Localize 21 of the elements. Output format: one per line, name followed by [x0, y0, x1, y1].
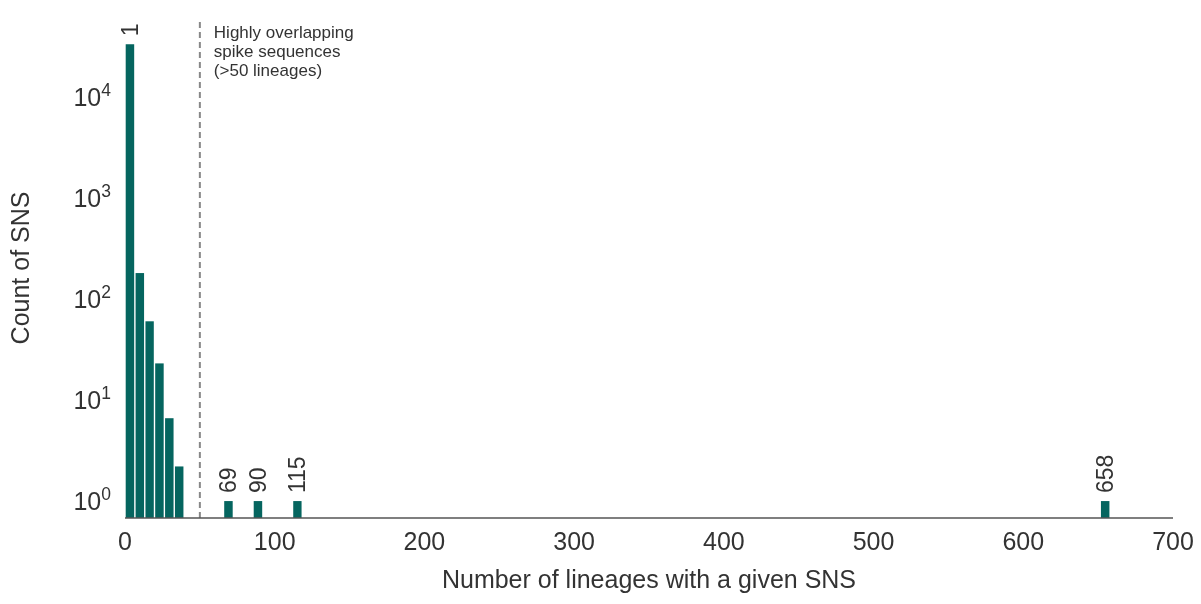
y-tick-label: 10$^{3}$ [73, 180, 111, 212]
x-tick-label: 600 [1002, 527, 1045, 555]
annotation: 115 [284, 456, 311, 494]
x-tick-label: 300 [553, 527, 595, 555]
y-tick-label: 10$^{4}$ [73, 79, 112, 111]
annotation: 1 [116, 23, 143, 37]
annotation: 69 [215, 467, 242, 494]
x-axis-title: Number of lineages with a given SNS [441, 565, 857, 593]
x-tick-label: 500 [852, 527, 895, 555]
x-tick-label: 400 [703, 527, 745, 555]
y-tick-label: 10$^{1}$ [73, 382, 111, 414]
annotation: 658 [1092, 454, 1119, 494]
y-axis-title: Count of SNS [5, 191, 34, 345]
annotation: 90 [244, 467, 271, 494]
ref-line-label: Highly overlapping spike sequences (>50 lineages) [213, 23, 354, 80]
x-tick-label: 100 [253, 527, 296, 555]
x-tick-label: 200 [403, 527, 446, 555]
x-tick-label: 0 [118, 527, 132, 555]
y-tick-label: 10$^{2}$ [73, 281, 111, 313]
y-tick-label: 10$^{0}$ [73, 484, 112, 516]
x-tick-label: 700 [1152, 527, 1194, 555]
